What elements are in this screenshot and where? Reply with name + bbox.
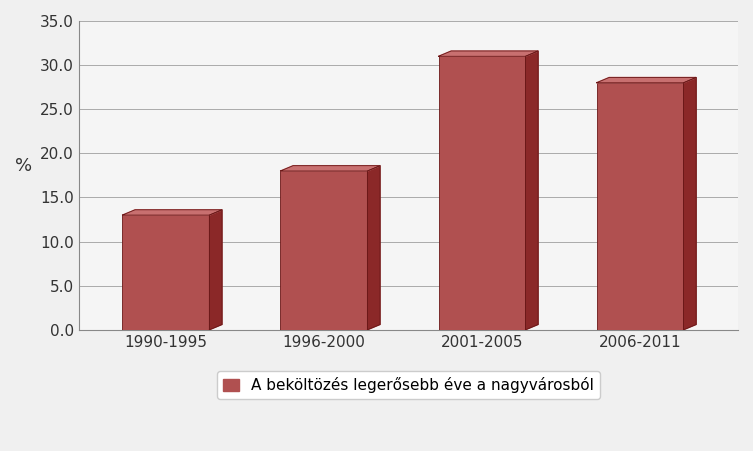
Polygon shape	[526, 51, 538, 330]
FancyBboxPatch shape	[596, 83, 684, 330]
Polygon shape	[684, 78, 696, 330]
Polygon shape	[123, 210, 222, 215]
FancyBboxPatch shape	[280, 171, 367, 330]
FancyBboxPatch shape	[123, 215, 209, 330]
Polygon shape	[438, 51, 538, 56]
Legend: A beköltözés legerősebb éve a nagyvárosból: A beköltözés legerősebb éve a nagyvárosb…	[217, 371, 600, 399]
Polygon shape	[209, 210, 222, 330]
FancyBboxPatch shape	[438, 56, 526, 330]
Polygon shape	[596, 78, 696, 83]
Polygon shape	[280, 166, 380, 171]
Y-axis label: %: %	[15, 157, 32, 175]
Polygon shape	[367, 166, 380, 330]
